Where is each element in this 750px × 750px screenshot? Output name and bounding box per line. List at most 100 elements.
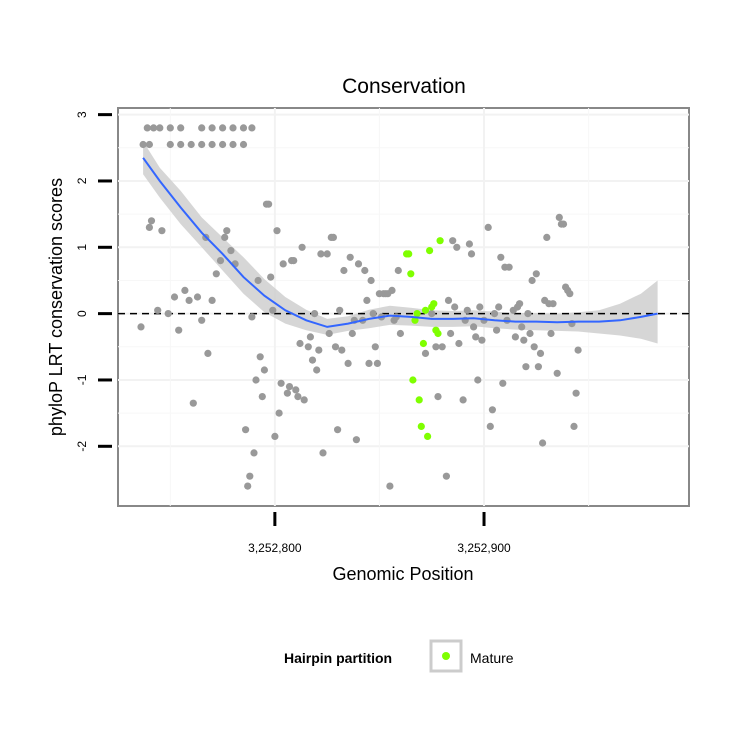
point-other	[154, 306, 162, 314]
point-other	[239, 124, 248, 132]
x-tick-label: 3,252,800	[248, 541, 302, 555]
point-other	[248, 313, 256, 321]
point-other	[334, 426, 342, 434]
point-other	[275, 409, 283, 417]
point-other	[386, 482, 394, 490]
legend: Hairpin partition Mature	[284, 639, 514, 673]
points-other	[137, 124, 582, 490]
point-mature	[434, 329, 442, 338]
point-other	[394, 266, 402, 275]
point-mature	[411, 316, 419, 324]
point-other	[229, 124, 237, 132]
point-other	[497, 253, 505, 261]
point-other	[269, 306, 277, 314]
point-other	[574, 346, 582, 354]
point-other	[239, 140, 248, 149]
point-other	[459, 396, 467, 404]
point-other	[143, 124, 151, 132]
plot-panel	[117, 107, 690, 507]
point-mature	[430, 300, 438, 308]
point-other	[511, 333, 519, 341]
point-other	[388, 286, 396, 294]
confidence-ribbon-layer	[143, 141, 658, 344]
x-axis: 3,252,800 3,252,900	[248, 512, 511, 555]
smooth-line-layer	[142, 157, 658, 328]
point-other	[223, 227, 231, 235]
y-tick-label: 2	[75, 177, 89, 184]
point-other	[421, 349, 430, 357]
point-other	[442, 472, 450, 480]
point-other	[166, 124, 174, 132]
point-other	[530, 343, 538, 351]
point-other	[248, 124, 256, 132]
point-other	[198, 316, 206, 324]
point-other	[559, 220, 568, 228]
point-other	[198, 140, 206, 149]
point-other	[572, 389, 580, 397]
point-mature	[405, 250, 413, 258]
point-other	[352, 436, 360, 444]
point-other	[371, 343, 379, 351]
point-other	[570, 422, 578, 430]
point-other	[365, 359, 373, 367]
point-other	[476, 303, 484, 311]
point-other	[438, 343, 446, 351]
point-other	[522, 363, 530, 371]
point-other	[555, 213, 563, 221]
point-other	[298, 243, 306, 251]
point-other	[488, 406, 496, 414]
point-other	[216, 257, 225, 265]
point-other	[187, 140, 195, 149]
point-other	[532, 270, 540, 278]
point-other	[499, 379, 507, 387]
point-other	[304, 343, 312, 351]
point-other	[317, 250, 325, 258]
point-other	[175, 326, 183, 334]
point-other	[292, 386, 300, 394]
y-axis-title: phyloP LRT conservation scores	[46, 178, 66, 436]
point-other	[250, 449, 258, 457]
point-other	[470, 323, 478, 331]
point-other	[467, 250, 476, 258]
point-other	[363, 296, 371, 304]
point-other	[313, 366, 321, 374]
point-other	[273, 227, 281, 235]
x-tick-label: 3,252,900	[457, 541, 511, 555]
point-other	[463, 306, 471, 314]
point-other	[566, 290, 574, 298]
point-other	[294, 393, 302, 401]
point-other	[260, 366, 268, 374]
point-other	[208, 296, 216, 304]
y-tick-label: -2	[75, 441, 89, 452]
point-other	[300, 396, 308, 404]
point-other	[490, 310, 499, 318]
point-other	[455, 339, 463, 348]
points-mature	[403, 237, 444, 440]
point-other	[323, 250, 331, 258]
point-other	[338, 346, 346, 354]
point-other	[177, 124, 185, 132]
point-other	[329, 233, 337, 241]
point-other	[147, 217, 156, 225]
point-other	[528, 276, 536, 285]
grid-lines	[118, 108, 689, 506]
point-other	[158, 227, 166, 235]
point-other	[177, 140, 185, 149]
point-other	[285, 383, 294, 391]
point-other	[432, 343, 440, 351]
point-other	[449, 237, 457, 245]
y-tick-label: 1	[75, 244, 89, 251]
point-other	[361, 266, 369, 275]
point-other	[505, 263, 513, 271]
point-other	[518, 323, 526, 331]
point-other	[193, 293, 202, 301]
point-other	[296, 339, 304, 348]
point-other	[331, 343, 340, 351]
point-other	[254, 276, 262, 285]
point-other	[319, 449, 327, 457]
point-other	[484, 223, 492, 231]
y-tick-label: 0	[75, 310, 89, 317]
point-mature	[424, 432, 432, 440]
point-other	[229, 140, 237, 149]
